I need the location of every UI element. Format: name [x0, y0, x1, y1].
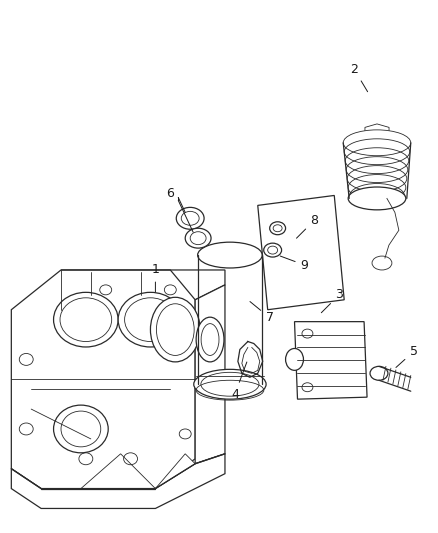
- Text: 4: 4: [231, 362, 247, 401]
- Text: 2: 2: [350, 63, 367, 92]
- Polygon shape: [195, 285, 225, 464]
- Text: 7: 7: [250, 302, 274, 324]
- Ellipse shape: [372, 256, 392, 270]
- Ellipse shape: [53, 292, 118, 347]
- Text: 1: 1: [152, 263, 159, 292]
- Ellipse shape: [198, 242, 262, 268]
- Polygon shape: [294, 321, 367, 399]
- Polygon shape: [155, 454, 195, 489]
- Ellipse shape: [370, 366, 388, 380]
- Text: 9: 9: [280, 256, 308, 271]
- Ellipse shape: [343, 130, 411, 156]
- Polygon shape: [365, 124, 389, 138]
- Polygon shape: [11, 270, 195, 489]
- Text: 5: 5: [396, 345, 418, 367]
- Text: 3: 3: [321, 288, 343, 313]
- Polygon shape: [11, 454, 225, 508]
- Ellipse shape: [270, 222, 286, 235]
- Ellipse shape: [118, 292, 183, 347]
- Text: 8: 8: [297, 214, 318, 238]
- Ellipse shape: [196, 317, 224, 362]
- Ellipse shape: [185, 228, 211, 248]
- Text: 6: 6: [166, 187, 174, 200]
- Ellipse shape: [286, 349, 304, 370]
- Ellipse shape: [194, 369, 266, 399]
- Ellipse shape: [150, 297, 200, 362]
- Ellipse shape: [176, 207, 204, 229]
- Ellipse shape: [53, 405, 108, 453]
- Polygon shape: [258, 196, 344, 310]
- Ellipse shape: [264, 243, 282, 257]
- Ellipse shape: [348, 187, 406, 210]
